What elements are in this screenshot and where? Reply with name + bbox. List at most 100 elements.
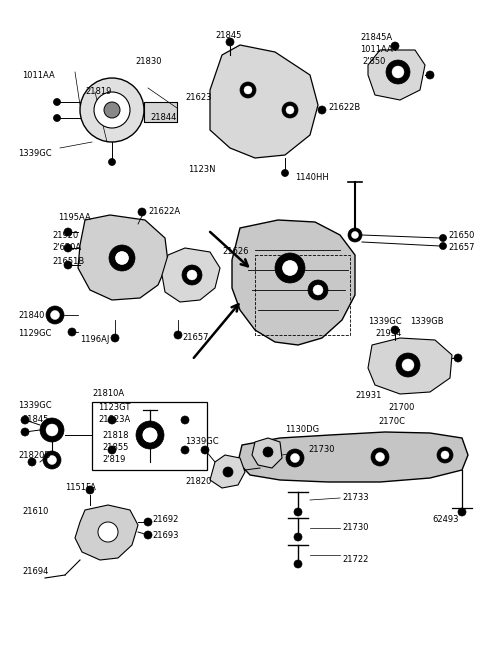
Circle shape — [43, 451, 61, 469]
Circle shape — [108, 158, 116, 166]
Circle shape — [223, 467, 233, 477]
Polygon shape — [232, 220, 355, 345]
Text: 21692: 21692 — [152, 516, 179, 524]
Text: 1339GC: 1339GC — [368, 317, 402, 327]
Circle shape — [440, 242, 446, 250]
Circle shape — [437, 447, 453, 463]
Circle shape — [21, 416, 29, 424]
Text: 21845: 21845 — [22, 415, 48, 424]
Circle shape — [440, 235, 446, 242]
Text: 21722: 21722 — [342, 556, 368, 564]
Text: 21820B: 21820B — [18, 451, 50, 459]
Circle shape — [80, 78, 144, 142]
Circle shape — [181, 446, 189, 454]
Text: 21830: 21830 — [135, 58, 161, 66]
Polygon shape — [75, 505, 138, 560]
Text: 21845A: 21845A — [360, 34, 392, 43]
Circle shape — [351, 231, 359, 238]
Circle shape — [64, 228, 72, 236]
Circle shape — [244, 86, 252, 94]
Circle shape — [108, 446, 116, 454]
Text: 21610: 21610 — [22, 507, 48, 516]
Circle shape — [375, 453, 384, 461]
Polygon shape — [238, 432, 468, 482]
Circle shape — [138, 208, 146, 216]
Circle shape — [226, 38, 234, 46]
Circle shape — [115, 251, 129, 265]
Text: 21819: 21819 — [85, 87, 111, 97]
Circle shape — [294, 533, 302, 541]
Text: 1339GB: 1339GB — [410, 317, 444, 327]
Circle shape — [281, 170, 288, 177]
Text: 21657: 21657 — [448, 244, 475, 252]
Text: 2'620A: 2'620A — [52, 244, 81, 252]
Circle shape — [98, 522, 118, 542]
Circle shape — [392, 66, 404, 78]
Circle shape — [94, 92, 130, 128]
Text: 62493: 62493 — [432, 516, 458, 524]
Circle shape — [53, 99, 60, 106]
Circle shape — [187, 270, 197, 280]
Polygon shape — [78, 215, 168, 300]
Circle shape — [402, 359, 414, 371]
Circle shape — [46, 306, 64, 324]
Text: 1123GT: 1123GT — [98, 403, 131, 413]
Circle shape — [68, 328, 76, 336]
Circle shape — [53, 114, 60, 122]
Circle shape — [64, 261, 72, 269]
Polygon shape — [368, 338, 452, 394]
Text: 21622A: 21622A — [148, 208, 180, 217]
Circle shape — [426, 71, 434, 79]
Polygon shape — [210, 455, 245, 488]
Circle shape — [48, 455, 57, 464]
Circle shape — [282, 260, 298, 276]
Circle shape — [283, 260, 298, 275]
Circle shape — [282, 102, 298, 118]
Text: 21730: 21730 — [342, 524, 369, 533]
Circle shape — [396, 353, 420, 377]
Circle shape — [108, 416, 116, 424]
Text: 21622B: 21622B — [328, 104, 360, 112]
Circle shape — [313, 285, 323, 295]
Text: 21823A: 21823A — [98, 415, 130, 424]
Circle shape — [263, 447, 273, 457]
Circle shape — [143, 428, 157, 442]
Circle shape — [240, 82, 256, 98]
Circle shape — [286, 106, 294, 114]
Circle shape — [308, 280, 328, 300]
Circle shape — [275, 253, 305, 283]
Circle shape — [201, 446, 209, 454]
Text: 1195AA: 1195AA — [58, 214, 91, 223]
Circle shape — [28, 458, 36, 466]
Text: 21657: 21657 — [182, 334, 208, 342]
Text: 21931: 21931 — [355, 390, 382, 399]
Circle shape — [174, 331, 182, 339]
Text: 21700: 21700 — [388, 403, 414, 413]
Text: 1140HH: 1140HH — [295, 173, 329, 183]
Polygon shape — [144, 102, 177, 122]
Circle shape — [40, 418, 64, 442]
Circle shape — [21, 428, 29, 436]
Circle shape — [109, 245, 135, 271]
Polygon shape — [162, 248, 220, 302]
Text: 21818: 21818 — [102, 430, 129, 440]
Text: 1129GC: 1129GC — [18, 328, 51, 338]
Text: 21810A: 21810A — [92, 390, 124, 399]
Circle shape — [441, 451, 449, 459]
Circle shape — [182, 265, 202, 285]
Circle shape — [86, 486, 94, 494]
Circle shape — [318, 106, 326, 114]
Circle shape — [50, 311, 60, 319]
Text: 1011AA: 1011AA — [22, 72, 55, 81]
Text: 1011AA: 1011AA — [360, 45, 393, 55]
Text: 21844: 21844 — [150, 114, 176, 122]
Circle shape — [144, 518, 152, 526]
Circle shape — [46, 424, 58, 436]
Text: 21920: 21920 — [52, 231, 78, 240]
Text: 21845: 21845 — [215, 30, 241, 39]
Text: 21934: 21934 — [375, 330, 401, 338]
Circle shape — [46, 424, 58, 436]
Text: 21694: 21694 — [22, 568, 48, 576]
Text: 21730: 21730 — [308, 445, 335, 455]
Text: 21855: 21855 — [102, 443, 128, 453]
